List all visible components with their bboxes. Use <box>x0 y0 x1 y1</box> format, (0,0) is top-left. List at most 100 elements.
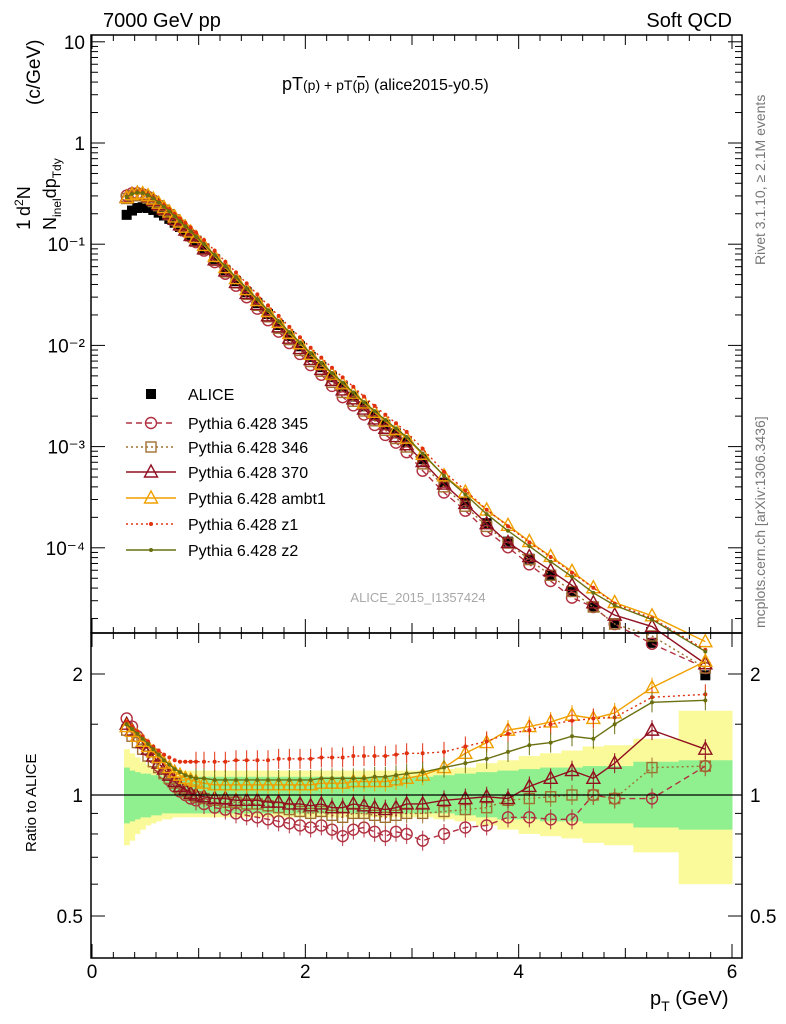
data-point-main <box>270 313 287 329</box>
data-point-ratio <box>145 743 162 758</box>
data-point-main <box>249 292 266 307</box>
data-point-ratio <box>276 756 281 761</box>
data-point-ratio <box>420 770 425 775</box>
data-point-main <box>319 360 324 365</box>
data-point-ratio <box>570 718 574 723</box>
data-point-main <box>484 507 489 512</box>
data-point-ratio <box>223 777 228 782</box>
data-point-ratio <box>404 751 409 756</box>
data-point-main <box>121 209 132 220</box>
data-point-main <box>388 421 404 436</box>
data-point-ratio <box>646 761 658 774</box>
data-point-ratio <box>484 756 489 761</box>
data-point-main <box>585 594 602 609</box>
legend-label: Pythia 6.428 346 <box>188 440 308 457</box>
data-point-main <box>697 633 714 648</box>
data-point-main <box>362 400 366 405</box>
data-point-main <box>608 618 621 630</box>
svg-text:d2N: d2N <box>12 186 34 216</box>
data-point-main <box>202 237 206 242</box>
data-point-ratio <box>234 758 238 763</box>
data-point-ratio <box>703 698 708 703</box>
data-point-ratio <box>188 786 204 801</box>
data-point-main <box>298 335 302 340</box>
data-point-main <box>377 412 394 427</box>
data-point-main <box>127 205 137 216</box>
data-point-ratio <box>255 758 260 763</box>
data-point-main <box>238 281 255 296</box>
legend-entry: Pythia 6.428 z1 <box>126 517 298 534</box>
series-p346 <box>120 189 712 828</box>
data-point-ratio <box>260 793 276 808</box>
data-point-ratio <box>506 731 510 736</box>
data-point-ratio <box>118 715 135 730</box>
data-point-ratio <box>442 765 446 770</box>
mcplots-label: mcplots.cern.ch [arXiv:1306.3436] <box>752 416 768 628</box>
legend-marker <box>149 522 153 526</box>
legend-label: Pythia 6.428 370 <box>188 465 308 482</box>
ratio-y-tick-label-right: 1 <box>750 786 761 807</box>
svg-text:(c/GeV): (c/GeV) <box>24 40 45 105</box>
data-point-main <box>404 429 409 434</box>
data-point-main <box>324 365 340 380</box>
data-point-ratio <box>161 766 178 781</box>
svg-text:NineldpTdy: NineldpTdy <box>40 158 64 230</box>
data-point-ratio <box>565 813 579 826</box>
data-point-main <box>372 403 377 408</box>
data-point-ratio <box>146 741 150 746</box>
data-point-main <box>565 591 579 604</box>
data-point-main <box>366 403 383 419</box>
ratio-y-tick-label: 1 <box>72 786 83 807</box>
data-point-main <box>231 276 241 287</box>
data-point-main <box>356 394 372 409</box>
data-point-ratio <box>351 776 356 781</box>
data-point-main <box>143 202 153 213</box>
data-point-ratio <box>340 776 345 781</box>
data-point-ratio <box>292 795 308 810</box>
data-point-ratio <box>244 777 249 782</box>
data-point-main <box>298 340 302 345</box>
data-point-main <box>135 190 140 195</box>
data-point-main <box>146 193 150 198</box>
data-point-main <box>302 345 319 361</box>
data-point-ratio <box>394 773 398 778</box>
data-point-main <box>362 394 366 399</box>
data-point-ratio <box>330 755 334 760</box>
y-tick-label: 10 <box>64 33 85 54</box>
legend-marker <box>149 548 153 552</box>
data-point-ratio <box>356 797 372 812</box>
data-point-main <box>484 512 489 517</box>
data-point-ratio <box>699 760 712 772</box>
data-point-main <box>542 562 559 577</box>
legend-marker <box>143 463 159 478</box>
data-point-main <box>506 528 510 533</box>
data-point-main <box>260 303 276 318</box>
data-point-ratio <box>548 722 553 727</box>
data-point-main <box>234 275 238 280</box>
data-point-main <box>383 412 388 417</box>
legend-label: Pythia 6.428 345 <box>188 416 308 433</box>
data-point-main <box>316 362 327 373</box>
data-point-ratio <box>345 795 362 810</box>
data-point-ratio <box>336 829 349 843</box>
data-point-ratio <box>383 774 388 779</box>
data-point-main <box>703 649 708 654</box>
data-point-ratio <box>167 762 172 767</box>
y-tick-label: 1 <box>74 134 85 155</box>
legend-entry: Pythia 6.428 346 <box>126 440 308 457</box>
data-point-main <box>548 559 553 564</box>
data-point-ratio <box>368 825 381 838</box>
data-point-ratio <box>544 791 557 803</box>
data-point-ratio <box>118 718 135 733</box>
data-point-ratio <box>414 795 431 810</box>
data-point-main <box>188 225 193 230</box>
data-point-main <box>266 308 270 313</box>
data-point-ratio <box>319 776 324 781</box>
data-point-main <box>223 264 228 269</box>
data-point-ratio <box>178 770 182 775</box>
data-point-ratio <box>234 777 238 782</box>
data-point-main <box>564 576 580 592</box>
data-point-main <box>377 419 394 434</box>
legend-label: ALICE <box>188 387 234 404</box>
legend-entry: Pythia 6.428 345 <box>126 416 308 433</box>
